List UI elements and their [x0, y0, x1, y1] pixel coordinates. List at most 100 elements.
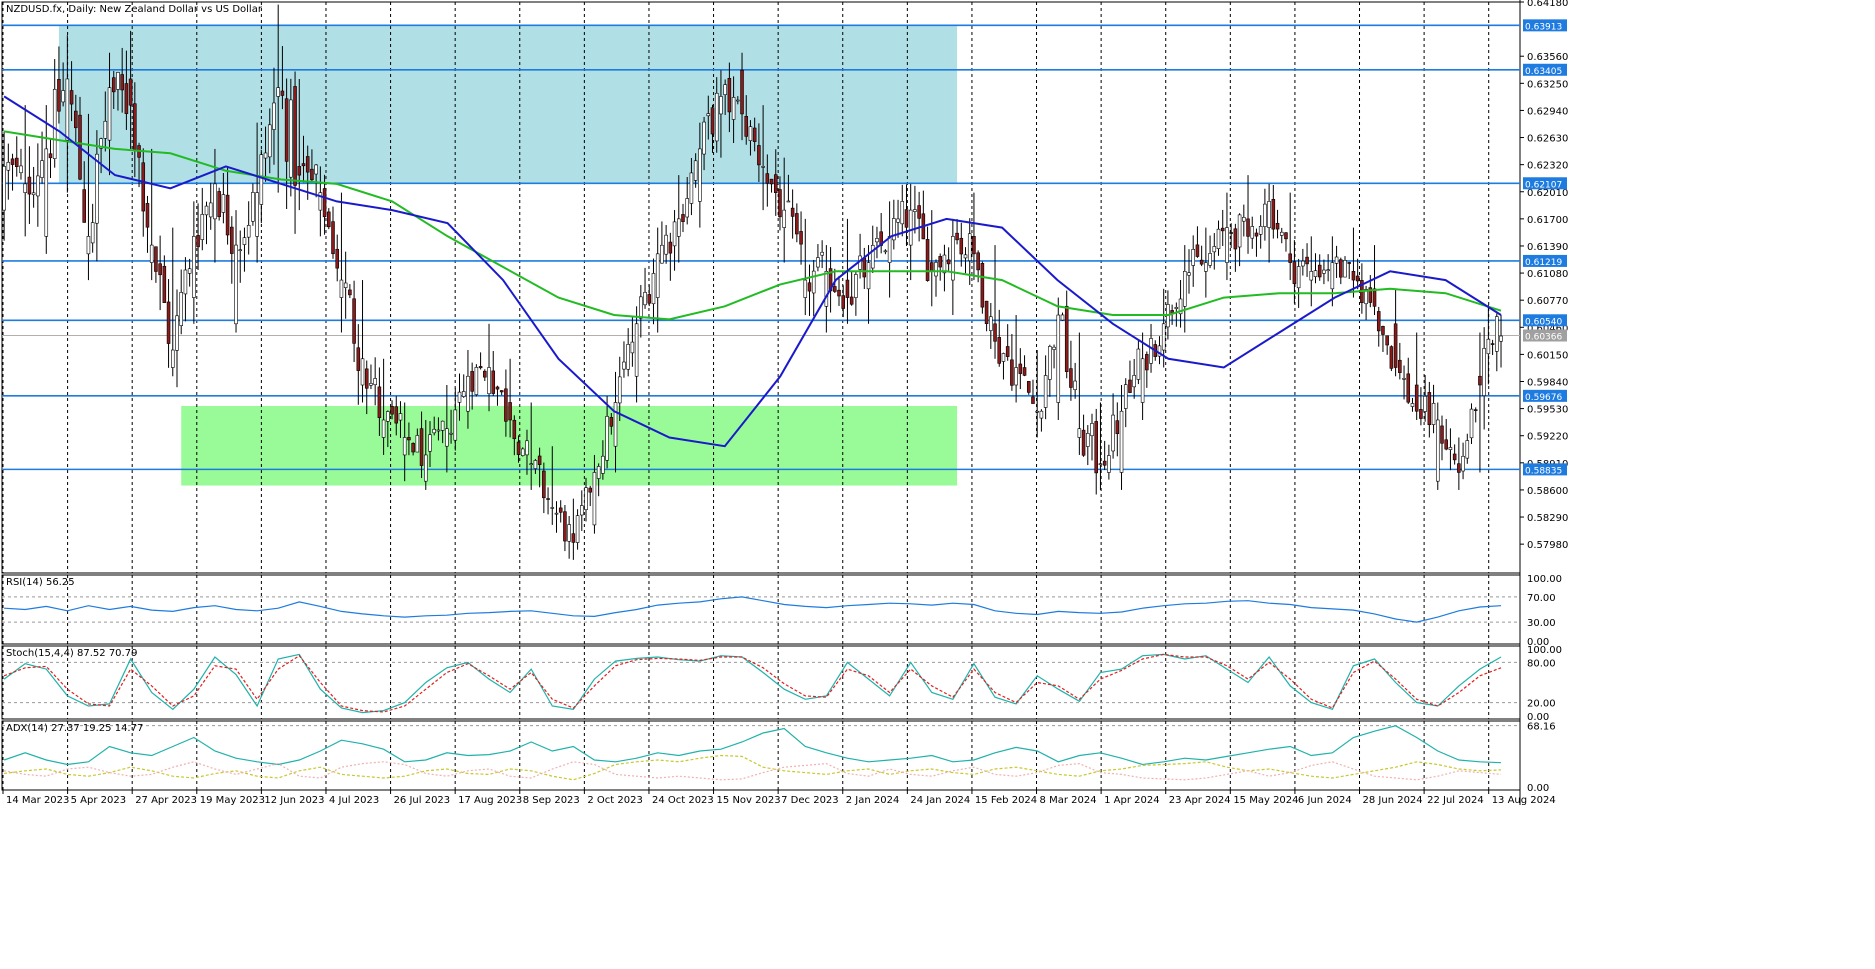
- level-tag-label: 0.63405: [1525, 67, 1562, 77]
- candle-body: [208, 202, 213, 218]
- candle-body: [1098, 463, 1103, 465]
- candle-body: [314, 164, 318, 175]
- date-label: 15 Feb 2024: [975, 795, 1037, 806]
- candle-body: [892, 218, 896, 241]
- candle-body: [449, 432, 453, 435]
- candle-body: [1229, 232, 1233, 234]
- price-tick-label: 0.59530: [1527, 405, 1568, 416]
- candle-body: [1469, 408, 1474, 439]
- date-label: 2 Oct 2023: [587, 795, 642, 806]
- candle-body: [706, 113, 711, 117]
- candle-body: [702, 121, 706, 155]
- candle-body: [1246, 218, 1250, 237]
- candle-body: [1128, 379, 1132, 393]
- candle-body: [217, 191, 221, 218]
- price-tick-label: 0.59840: [1527, 378, 1568, 389]
- candle-body: [643, 292, 647, 306]
- date-label: 7 Dec 2023: [781, 795, 839, 806]
- candle-body: [1423, 395, 1427, 412]
- candle-body: [1368, 287, 1373, 303]
- candle-body: [356, 347, 361, 371]
- candle-body: [402, 437, 407, 456]
- candle-body: [1250, 226, 1255, 239]
- price-tick-label: 0.61700: [1527, 215, 1568, 226]
- candle-body: [689, 172, 694, 204]
- candle-body: [407, 437, 411, 441]
- candle-body: [474, 367, 479, 395]
- candle-body: [179, 292, 183, 326]
- candle-body: [786, 200, 791, 203]
- candle-body: [124, 83, 129, 114]
- price-tick-label: 0.58290: [1527, 513, 1568, 524]
- price-tick-label: 0.61390: [1527, 242, 1568, 253]
- candle-body: [1119, 410, 1124, 473]
- candle-body: [609, 417, 614, 427]
- candle-body: [1161, 323, 1166, 351]
- candle-body: [352, 298, 356, 344]
- candle-body: [647, 294, 652, 304]
- candle-body: [40, 160, 44, 178]
- adx-level-label: 0.00: [1527, 783, 1549, 794]
- candle-body: [128, 78, 133, 106]
- candle-body: [276, 87, 280, 97]
- date-label: 13 Aug 2024: [1492, 795, 1556, 806]
- candle-body: [866, 262, 871, 290]
- panel-frame-stoch: [1, 645, 1521, 720]
- candle-body: [491, 370, 496, 394]
- candle-body: [305, 156, 310, 173]
- candle-body: [86, 236, 91, 255]
- candle-body: [841, 295, 846, 309]
- candle-body: [196, 235, 200, 248]
- candle-body: [1339, 259, 1343, 278]
- candle-body: [1073, 380, 1077, 391]
- candle-body: [757, 145, 761, 166]
- candle-body: [1452, 453, 1457, 461]
- candle-body: [170, 349, 175, 368]
- date-label: 15 May 2024: [1233, 795, 1298, 806]
- rsi-level-label: 30.00: [1527, 618, 1556, 629]
- candle-body: [765, 173, 770, 184]
- candle-body: [1022, 367, 1027, 376]
- candle-body: [1145, 354, 1149, 371]
- candle-body: [1077, 428, 1082, 438]
- candle-body: [1149, 338, 1153, 364]
- candle-body: [824, 271, 829, 307]
- candle-body: [925, 239, 930, 281]
- candle-body: [613, 402, 618, 447]
- candle-body: [660, 244, 664, 264]
- candle-body: [563, 511, 567, 542]
- candle-body: [1322, 269, 1326, 274]
- candle-body: [1351, 271, 1356, 281]
- candle-body: [322, 188, 327, 218]
- candle-body: [31, 192, 36, 196]
- candle-body: [99, 138, 103, 149]
- candle-body: [432, 428, 436, 434]
- candle-body: [1431, 403, 1436, 425]
- candle-body: [1090, 423, 1094, 437]
- candle-body: [1258, 226, 1263, 235]
- candle-body: [934, 262, 938, 277]
- candle-body: [1435, 419, 1440, 482]
- candle-body: [1364, 288, 1368, 305]
- candle-body: [1334, 256, 1339, 264]
- candle-body: [1005, 346, 1010, 357]
- candle-body: [116, 72, 120, 90]
- candle-body: [310, 168, 314, 181]
- level-tag-label: 0.61219: [1525, 258, 1562, 268]
- candle-body: [946, 259, 951, 265]
- candle-body: [1292, 261, 1297, 284]
- candle-body: [1081, 429, 1086, 456]
- candle-body: [664, 234, 668, 255]
- price-tick-label: 0.63560: [1527, 52, 1568, 63]
- candle-body: [335, 248, 340, 269]
- date-label: 23 Apr 2024: [1169, 795, 1231, 806]
- candle-body: [1195, 244, 1200, 257]
- candle-body: [845, 279, 850, 298]
- candle-body: [731, 97, 736, 120]
- candle-body: [1288, 253, 1292, 263]
- candle-body: [820, 251, 824, 256]
- candle-body: [900, 201, 905, 225]
- candle-body: [807, 282, 812, 292]
- rsi-level-label: 0.00: [1527, 637, 1549, 648]
